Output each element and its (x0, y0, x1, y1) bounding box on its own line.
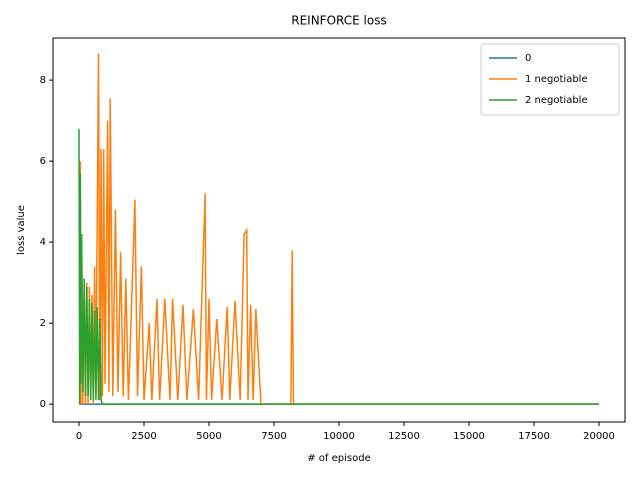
x-tick-label: 0 (76, 431, 82, 442)
legend-box (480, 43, 620, 116)
series-line (78, 128, 599, 405)
legend-label: 0 (525, 53, 531, 64)
y-tick-label: 0 (40, 399, 46, 410)
y-tick-label: 2 (40, 318, 46, 329)
legend-label: 2 negotiable (525, 95, 588, 106)
x-tick-label: 12500 (388, 431, 420, 442)
x-axis-label: # of episode (307, 453, 370, 464)
x-tick-label: 7500 (261, 431, 286, 442)
y-tick-label: 6 (40, 156, 46, 167)
y-tick-label: 8 (40, 75, 46, 86)
x-tick-label: 15000 (453, 431, 485, 442)
x-tick-label: 2500 (131, 431, 156, 442)
plot-frame (52, 37, 626, 423)
chart-title: REINFORCE loss (291, 14, 386, 28)
x-tick-label: 20000 (583, 431, 615, 442)
legend-label: 1 negotiable (525, 74, 588, 85)
x-tick-label: 17500 (518, 431, 550, 442)
y-axis-label: loss value (16, 205, 27, 255)
x-tick-label: 5000 (196, 431, 221, 442)
y-tick-label: 4 (40, 237, 46, 248)
x-tick-label: 10000 (323, 431, 355, 442)
